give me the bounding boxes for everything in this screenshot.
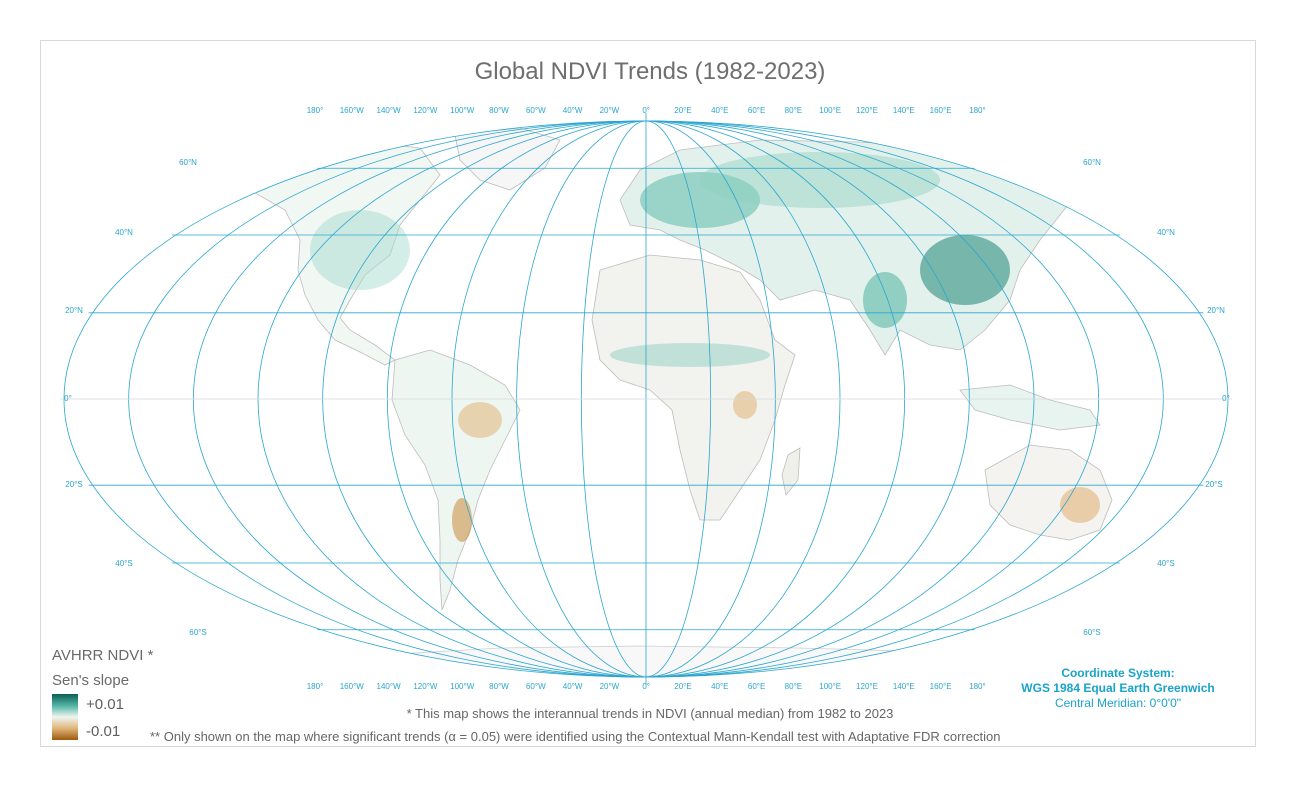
grid-label: 20°W (600, 106, 620, 115)
footnote-2: ** Only shown on the map where significa… (150, 729, 1001, 744)
grid-label: 100°W (450, 682, 475, 691)
grid-label: 0° (64, 394, 72, 403)
greening-india (863, 272, 907, 328)
grid-label: 40°E (711, 106, 728, 115)
grid-label: 160°E (930, 682, 952, 691)
greening-europe (640, 172, 760, 228)
grid-label: 60°E (748, 106, 765, 115)
grid-label: 40°S (1157, 559, 1174, 568)
grid-label: 20°S (65, 480, 82, 489)
grid-label: 80°W (489, 682, 509, 691)
grid-label: 0° (642, 106, 650, 115)
greening-siberia (700, 152, 940, 208)
grid-label: 40°W (563, 682, 583, 691)
graticule (60, 113, 1232, 685)
grid-label: 120°E (856, 682, 878, 691)
grid-label: 140°W (377, 106, 402, 115)
legend-min-label: -0.01 (86, 723, 121, 740)
land-south-america (391, 349, 521, 611)
greening-north-america (310, 210, 410, 290)
grid-label: 60°N (1083, 158, 1101, 167)
grid-label: 160°W (340, 682, 365, 691)
grid-label: 40°N (115, 228, 133, 237)
browning-africa (733, 391, 757, 419)
grid-label: 180° (969, 682, 986, 691)
grid-label: 100°E (819, 106, 841, 115)
grid-label: 0° (1222, 394, 1230, 403)
grid-label: 60°S (1083, 628, 1100, 637)
landmasses (224, 127, 1151, 677)
grid-label: 80°E (785, 106, 802, 115)
legend-max-label: +0.01 (86, 696, 124, 713)
land-indonesia (959, 384, 1101, 431)
grid-label: 20°W (600, 682, 620, 691)
coordinate-system-heading: Coordinate System: (1061, 666, 1175, 680)
grid-label: 60°E (748, 682, 765, 691)
grid-label: 140°W (377, 682, 402, 691)
grid-label: 180° (969, 106, 986, 115)
grid-label: 80°W (489, 106, 509, 115)
grid-label: 120°W (413, 106, 438, 115)
grid-label: 140°E (893, 106, 915, 115)
grid-label: 80°E (785, 682, 802, 691)
grid-label: 60°N (179, 158, 197, 167)
legend-title: AVHRR NDVI * (52, 647, 154, 664)
land-madagascar (781, 447, 801, 496)
grid-label: 20°N (65, 306, 83, 315)
coordinate-system-block: Coordinate System: WGS 1984 Equal Earth … (988, 666, 1248, 711)
grid-label: 40°S (115, 559, 132, 568)
greening-sahel (610, 343, 770, 367)
grid-label: 20°E (674, 682, 691, 691)
footnote-1: * This map shows the interannual trends … (406, 706, 894, 721)
grid-labels: 180° 160°W 140°W 120°W 100°W 80°W 60°W 40°W 20°W… (64, 106, 1230, 691)
grid-label: 160°W (340, 106, 365, 115)
grid-label: 20°S (1205, 480, 1222, 489)
grid-label: 180° (307, 682, 324, 691)
browning-australia (1060, 487, 1100, 523)
grid-label: 0° (642, 682, 650, 691)
grid-label: 60°W (526, 106, 546, 115)
grid-label: 120°W (413, 682, 438, 691)
grid-label: 140°E (893, 682, 915, 691)
land-antarctica (378, 645, 941, 677)
map-title: Global NDVI Trends (1982-2023) (474, 58, 826, 85)
grid-label: 40°N (1157, 228, 1175, 237)
grid-label: 60°W (526, 682, 546, 691)
grid-label: 40°W (563, 106, 583, 115)
browning-argentina (452, 498, 472, 542)
grid-label: 20°E (674, 106, 691, 115)
grid-label: 100°E (819, 682, 841, 691)
map-frame (40, 40, 1256, 747)
greening-china (920, 235, 1010, 305)
browning-brazil (458, 402, 502, 438)
grid-label: 40°E (711, 682, 728, 691)
land-new-zealand (1099, 547, 1151, 591)
grid-label: 100°W (450, 106, 475, 115)
grid-label: 160°E (930, 106, 952, 115)
legend-color-ramp (52, 694, 78, 740)
coordinate-system-name: WGS 1984 Equal Earth Greenwich (1021, 681, 1215, 695)
grid-label: 20°N (1207, 306, 1225, 315)
land-africa (591, 254, 796, 521)
grid-label: 60°S (189, 628, 206, 637)
grid-label: 120°E (856, 106, 878, 115)
grid-label: 180° (307, 106, 324, 115)
central-meridian: Central Meridian: 0°0'0" (1054, 696, 1182, 710)
legend-subtitle: Sen's slope (52, 672, 130, 689)
